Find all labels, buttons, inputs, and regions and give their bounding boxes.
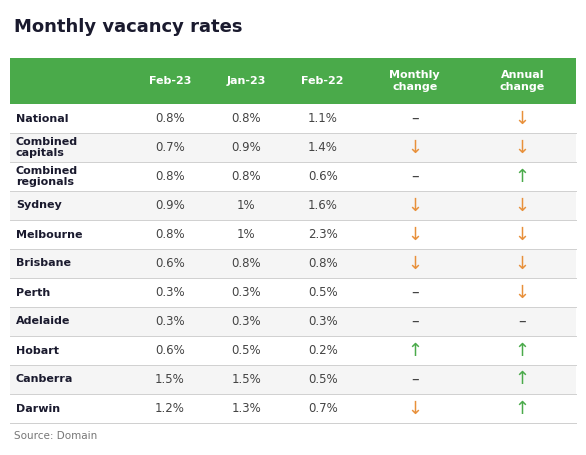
Text: Hobart: Hobart — [16, 345, 59, 355]
Bar — [10, 191, 576, 220]
Text: 0.8%: 0.8% — [231, 257, 261, 270]
Text: ↓: ↓ — [515, 283, 530, 302]
Text: 0.6%: 0.6% — [308, 170, 338, 183]
Text: 1.5%: 1.5% — [155, 373, 185, 386]
Text: 0.3%: 0.3% — [231, 286, 261, 299]
Text: 0.9%: 0.9% — [155, 199, 185, 212]
Bar — [10, 365, 576, 394]
Text: Monthly vacancy rates: Monthly vacancy rates — [14, 18, 243, 36]
Text: ↓: ↓ — [407, 226, 423, 243]
Bar — [10, 133, 576, 162]
Text: 0.3%: 0.3% — [155, 315, 185, 328]
Bar — [10, 58, 576, 104]
Text: 1.1%: 1.1% — [308, 112, 338, 125]
Text: 0.3%: 0.3% — [155, 286, 185, 299]
Text: 0.5%: 0.5% — [308, 286, 338, 299]
Text: 0.8%: 0.8% — [231, 112, 261, 125]
Text: 0.8%: 0.8% — [155, 228, 185, 241]
Text: ↑: ↑ — [515, 342, 530, 359]
Bar — [10, 394, 576, 423]
Text: 0.3%: 0.3% — [308, 315, 338, 328]
Text: ↓: ↓ — [515, 197, 530, 214]
Text: National: National — [16, 113, 69, 123]
Text: Adelaide: Adelaide — [16, 317, 70, 327]
Bar — [10, 278, 576, 307]
Text: ↑: ↑ — [407, 342, 423, 359]
Text: Combined
capitals: Combined capitals — [16, 136, 78, 158]
Text: 0.7%: 0.7% — [308, 402, 338, 415]
Text: 0.2%: 0.2% — [308, 344, 338, 357]
Text: 0.8%: 0.8% — [231, 170, 261, 183]
Bar — [10, 220, 576, 249]
Bar — [10, 162, 576, 191]
Text: –: – — [411, 111, 418, 126]
Text: 1.3%: 1.3% — [231, 402, 261, 415]
Text: –: – — [411, 169, 418, 184]
Text: 1.2%: 1.2% — [155, 402, 185, 415]
Text: ↓: ↓ — [515, 138, 530, 157]
Text: 2.3%: 2.3% — [308, 228, 338, 241]
Text: ↓: ↓ — [515, 254, 530, 273]
Text: 0.6%: 0.6% — [155, 344, 185, 357]
Text: 0.9%: 0.9% — [231, 141, 261, 154]
Text: 1.5%: 1.5% — [231, 373, 261, 386]
Text: 0.8%: 0.8% — [308, 257, 338, 270]
Text: ↓: ↓ — [407, 197, 423, 214]
Bar — [10, 249, 576, 278]
Text: 0.7%: 0.7% — [155, 141, 185, 154]
Text: 1.4%: 1.4% — [308, 141, 338, 154]
Bar — [10, 104, 576, 133]
Bar — [10, 307, 576, 336]
Text: Annual
change: Annual change — [500, 70, 545, 92]
Text: Feb-22: Feb-22 — [301, 76, 344, 86]
Text: 1%: 1% — [237, 228, 255, 241]
Text: 0.6%: 0.6% — [155, 257, 185, 270]
Text: ↑: ↑ — [515, 370, 530, 389]
Text: 0.8%: 0.8% — [155, 112, 185, 125]
Text: 0.5%: 0.5% — [231, 344, 261, 357]
Text: Source: Domain: Source: Domain — [14, 431, 97, 441]
Text: 1.6%: 1.6% — [308, 199, 338, 212]
Text: 0.5%: 0.5% — [308, 373, 338, 386]
Text: Canberra: Canberra — [16, 374, 73, 384]
Text: ↓: ↓ — [407, 138, 423, 157]
Text: ↓: ↓ — [515, 110, 530, 127]
Text: 0.8%: 0.8% — [155, 170, 185, 183]
Text: Jan-23: Jan-23 — [227, 76, 266, 86]
Text: Brisbane: Brisbane — [16, 258, 71, 268]
Text: ↓: ↓ — [407, 399, 423, 418]
Text: Sydney: Sydney — [16, 201, 62, 211]
Text: –: – — [519, 314, 526, 329]
Text: –: – — [411, 314, 418, 329]
Text: ↑: ↑ — [515, 167, 530, 186]
Text: –: – — [411, 372, 418, 387]
Text: Perth: Perth — [16, 288, 50, 298]
Text: –: – — [411, 285, 418, 300]
Text: Darwin: Darwin — [16, 404, 60, 414]
Bar — [10, 336, 576, 365]
Text: 0.3%: 0.3% — [231, 315, 261, 328]
Text: ↑: ↑ — [515, 399, 530, 418]
Text: 1%: 1% — [237, 199, 255, 212]
Text: Melbourne: Melbourne — [16, 229, 83, 239]
Text: ↓: ↓ — [407, 254, 423, 273]
Text: Feb-23: Feb-23 — [149, 76, 191, 86]
Text: ↓: ↓ — [515, 226, 530, 243]
Text: Monthly
change: Monthly change — [389, 70, 440, 92]
Text: Combined
regionals: Combined regionals — [16, 166, 78, 187]
